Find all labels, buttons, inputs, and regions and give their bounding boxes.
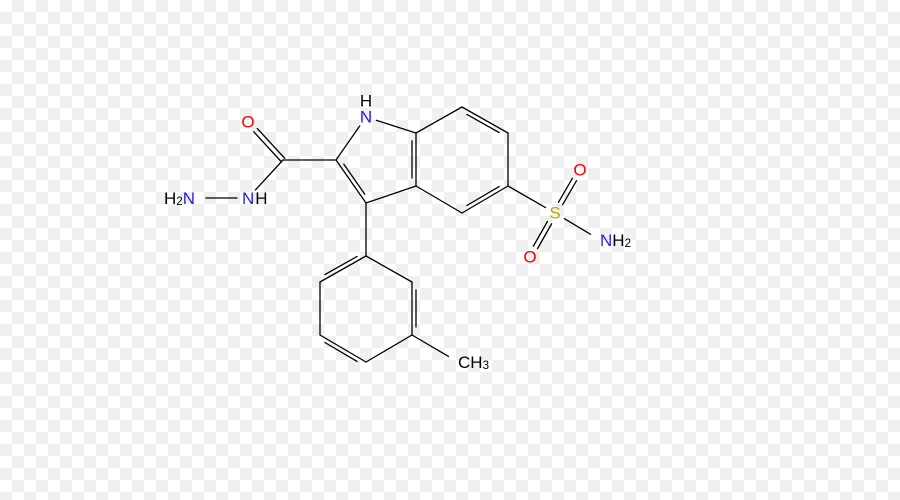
atom-label-s: S [549, 204, 560, 223]
atom-label-h: H [360, 91, 372, 110]
atom-labels-group: ONHH2NNHSOONH2CH3 [164, 91, 631, 372]
molecule-diagram: ONHH2NNHSOONH2CH3 [0, 0, 900, 500]
atom-label-ch3: CH3 [458, 353, 489, 373]
atom-label-o: O [573, 161, 586, 180]
atom-label-o: O [241, 113, 254, 132]
bonds-group [206, 107, 591, 362]
atom-label-o: O [523, 248, 536, 267]
atom-label-nh2: NH2 [600, 231, 631, 251]
atom-label-h2n: H2N [164, 189, 195, 209]
atom-label-nh: NH [242, 189, 268, 208]
